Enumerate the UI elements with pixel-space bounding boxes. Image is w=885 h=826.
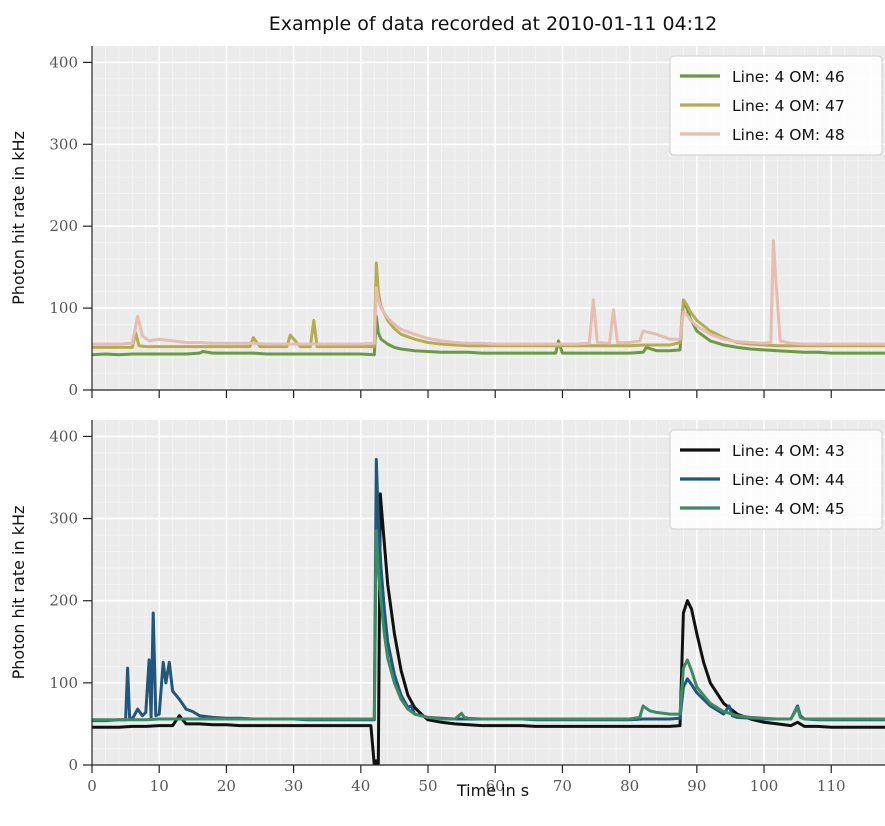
y-tick-label: 400 (49, 53, 78, 71)
x-tick-label: 100 (750, 777, 779, 795)
legend-entry: Line: 4 OM: 44 (732, 471, 845, 489)
legend-entry: Line: 4 OM: 45 (732, 500, 845, 518)
x-tick-label: 50 (418, 777, 437, 795)
y-tick-label: 0 (68, 381, 78, 399)
y-axis-label: Photon hit rate in kHz (9, 506, 28, 680)
minor-grid (92, 46, 885, 390)
y-tick-label: 200 (49, 217, 78, 235)
chart-title: Example of data recorded at 2010-01-11 0… (269, 13, 718, 35)
series-line-4-43 (92, 492, 885, 765)
legend-entry: Line: 4 OM: 47 (732, 97, 845, 115)
series-line-4-48 (92, 239, 885, 346)
x-tick-label: 80 (620, 777, 639, 795)
x-tick-label: 60 (486, 777, 505, 795)
y-tick-label: 400 (49, 427, 78, 445)
y-axis-label: Photon hit rate in kHz (9, 131, 28, 305)
x-tick-label: 30 (284, 777, 303, 795)
x-tick-label: 0 (87, 777, 97, 795)
axes: 0 100 200 300 400 (49, 46, 885, 399)
y-tick-label: 100 (49, 674, 78, 692)
x-tick-label: 90 (687, 777, 706, 795)
y-tick-label: 300 (49, 135, 78, 153)
series-line-4-45 (92, 529, 885, 722)
top-panel: 0 100 200 300 400 Photon hit rate in kHz Line:… (9, 46, 885, 399)
x-tick-label: 10 (150, 777, 169, 795)
y-tick-label: 200 (49, 592, 78, 610)
series-lines (92, 239, 885, 357)
legend-box (669, 429, 883, 530)
legend-entry: Line: 4 OM: 43 (732, 442, 845, 460)
y-tick-label: 0 (68, 756, 78, 774)
y-tick-label: 300 (49, 510, 78, 528)
legend-entry: Line: 4 OM: 46 (732, 68, 845, 86)
bottom-panel: 0 100 200 300 400 0 10 20 30 40 50 60 70 80 90 100 110 Ph… (9, 420, 885, 795)
x-tick-label: 40 (351, 777, 370, 795)
legend: Line: 4 OM: 46 Line: 4 OM: 47 Line: 4 OM: … (669, 55, 883, 156)
y-tick-label: 100 (49, 299, 78, 317)
legend-entry: Line: 4 OM: 48 (732, 126, 845, 144)
x-tick-label: 110 (817, 777, 846, 795)
x-tick-label: 70 (553, 777, 572, 795)
x-axis-label: Time in s (456, 781, 529, 800)
x-tick-label: 20 (217, 777, 236, 795)
series-lines (92, 457, 885, 765)
axes: 0 100 200 300 400 0 10 20 30 40 50 60 70 80 90 100 110 (49, 420, 885, 795)
series-line-4-47 (92, 261, 885, 349)
legend-box (669, 55, 883, 156)
series-line-4-46 (92, 300, 885, 357)
legend: Line: 4 OM: 43 Line: 4 OM: 44 Line: 4 OM: … (669, 429, 883, 530)
